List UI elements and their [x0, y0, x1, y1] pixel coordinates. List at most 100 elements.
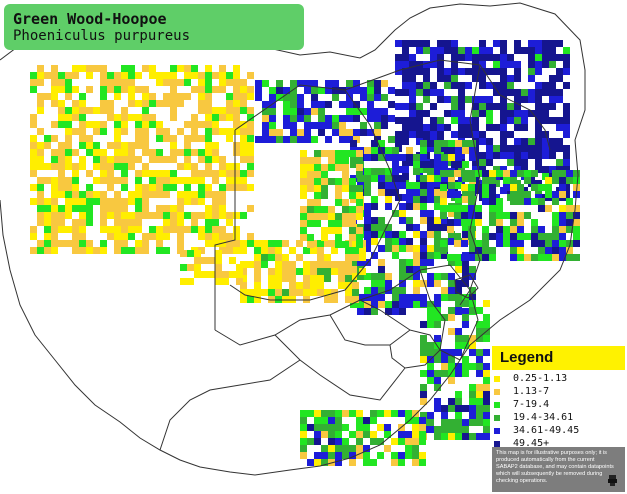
grid-cell: [542, 145, 549, 152]
grid-cell: [254, 261, 261, 268]
grid-cell: [430, 117, 437, 124]
grid-cell: [198, 170, 205, 177]
grid-cell: [461, 254, 468, 261]
grid-cell: [222, 278, 229, 285]
grid-cell: [262, 115, 269, 122]
grid-cell: [79, 240, 86, 247]
grid-cell: [535, 138, 542, 145]
grid-cell: [455, 259, 462, 266]
grid-cell: [455, 391, 462, 398]
grid-cell: [363, 459, 370, 466]
grid-cell: [398, 438, 405, 445]
grid-cell: [219, 72, 226, 79]
grid-cell: [194, 264, 201, 271]
grid-cell: [455, 154, 462, 161]
grid-cell: [392, 301, 399, 308]
province-border-3: [159, 359, 301, 451]
grid-cell: [79, 135, 86, 142]
legend-item: 1.13-7: [492, 386, 625, 400]
grid-cell: [201, 257, 208, 264]
grid-cell: [233, 240, 240, 247]
grid-cell: [496, 240, 503, 247]
grid-cell: [93, 191, 100, 198]
grid-cell: [413, 245, 420, 252]
grid-cell: [521, 96, 528, 103]
grid-cell: [107, 79, 114, 86]
grid-cell: [406, 154, 413, 161]
grid-cell: [462, 405, 469, 412]
grid-cell: [500, 124, 507, 131]
grid-cell: [500, 131, 507, 138]
grid-cell: [503, 226, 510, 233]
grid-cell: [262, 101, 269, 108]
grid-cell: [493, 68, 500, 75]
grid-cell: [314, 417, 321, 424]
grid-cell: [240, 282, 247, 289]
grid-cell: [107, 233, 114, 240]
grid-cell: [170, 177, 177, 184]
grid-cell: [469, 175, 476, 182]
grid-cell: [58, 240, 65, 247]
grid-cell: [486, 82, 493, 89]
grid-cell: [416, 117, 423, 124]
grid-cell: [335, 417, 342, 424]
grid-cell: [420, 203, 427, 210]
grid-cell: [385, 154, 392, 161]
grid-cell: [545, 177, 552, 184]
grid-cell: [44, 135, 51, 142]
grid-cell: [177, 226, 184, 233]
grid-cell: [441, 175, 448, 182]
grid-cell: [191, 149, 198, 156]
grid-cell: [307, 459, 314, 466]
grid-cell: [416, 173, 423, 180]
grid-cell: [455, 370, 462, 377]
grid-cell: [114, 233, 121, 240]
grid-cell: [486, 54, 493, 61]
grid-cell: [236, 271, 243, 278]
grid-cell: [317, 275, 324, 282]
grid-cell: [177, 191, 184, 198]
grid-cell: [142, 86, 149, 93]
grid-cell: [37, 72, 44, 79]
grid-cell: [156, 240, 163, 247]
grid-cell: [300, 431, 307, 438]
grid-cell: [349, 178, 356, 185]
grid-cell: [563, 110, 570, 117]
grid-cell: [335, 199, 342, 206]
grid-cell: [409, 54, 416, 61]
grid-cell: [524, 170, 531, 177]
grid-cell: [461, 240, 468, 247]
grid-cell: [51, 240, 58, 247]
grid-cell: [240, 289, 247, 296]
legend-item: 0.25-1.13: [492, 373, 625, 387]
grid-cell: [514, 89, 521, 96]
grid-cell: [563, 47, 570, 54]
grid-cell: [420, 238, 427, 245]
grid-cell: [335, 438, 342, 445]
grid-cell: [100, 247, 107, 254]
grid-cell: [483, 363, 490, 370]
grid-cell: [437, 61, 444, 68]
grid-cell: [357, 301, 364, 308]
grid-cell: [300, 410, 307, 417]
grid-cell: [476, 349, 483, 356]
grid-cell: [317, 268, 324, 275]
grid-cell: [427, 161, 434, 168]
grid-cell: [451, 145, 458, 152]
grid-cell: [79, 219, 86, 226]
grid-cell: [434, 147, 441, 154]
grid-cell: [328, 220, 335, 227]
grid-cell: [486, 159, 493, 166]
grid-cell: [107, 226, 114, 233]
grid-cell: [30, 114, 37, 121]
grid-cell: [416, 89, 423, 96]
grid-cell: [346, 108, 353, 115]
grid-cell: [226, 93, 233, 100]
legend-swatch: [494, 441, 500, 447]
grid-cell: [479, 68, 486, 75]
grid-cell: [448, 377, 455, 384]
grid-cell: [163, 93, 170, 100]
grid-cell: [65, 114, 72, 121]
grid-cell: [524, 177, 531, 184]
grid-cell: [321, 227, 328, 234]
